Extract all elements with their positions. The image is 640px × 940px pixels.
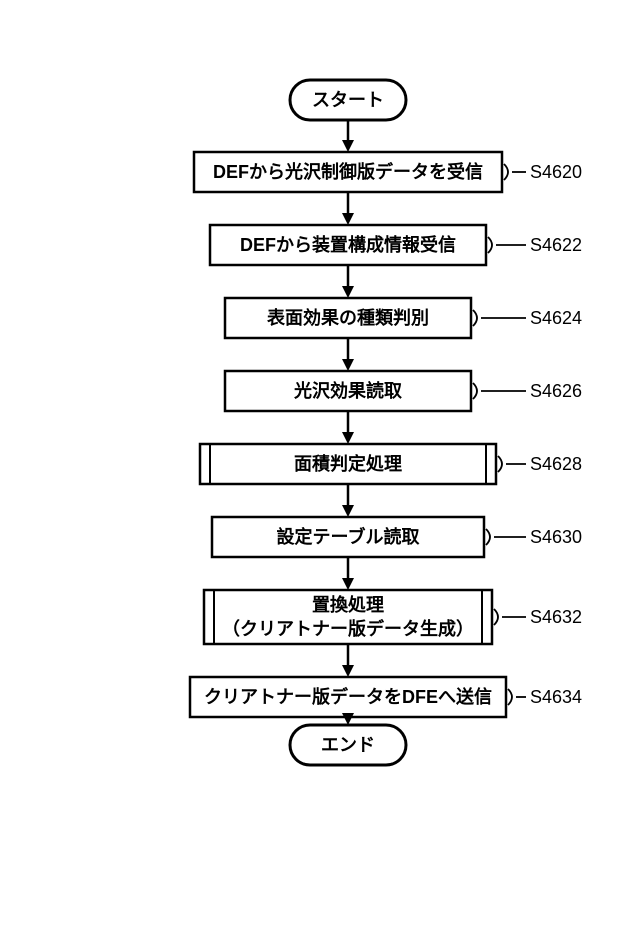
svg-text:表面効果の種類判別: 表面効果の種類判別	[267, 307, 429, 328]
svg-text:置換処理: 置換処理	[312, 594, 384, 615]
svg-text:S4624: S4624	[530, 308, 582, 328]
svg-text:S4626: S4626	[530, 381, 582, 401]
svg-text:DEFから装置構成情報受信: DEFから装置構成情報受信	[240, 234, 456, 255]
svg-text:（クリアトナー版データ生成）: （クリアトナー版データ生成）	[222, 618, 474, 639]
svg-text:S4628: S4628	[530, 454, 582, 474]
svg-text:光沢効果読取: 光沢効果読取	[293, 380, 403, 401]
svg-text:DEFから光沢制御版データを受信: DEFから光沢制御版データを受信	[213, 161, 483, 182]
svg-text:スタート: スタート	[312, 90, 384, 110]
svg-text:面積判定処理: 面積判定処理	[294, 453, 402, 474]
svg-text:S4632: S4632	[530, 607, 582, 627]
svg-text:S4634: S4634	[530, 687, 582, 707]
svg-text:エンド: エンド	[321, 735, 375, 755]
svg-text:S4630: S4630	[530, 527, 582, 547]
svg-text:S4622: S4622	[530, 235, 582, 255]
svg-text:設定テーブル読取: 設定テーブル読取	[277, 526, 421, 547]
svg-text:S4620: S4620	[530, 162, 582, 182]
svg-text:クリアトナー版データをDFEへ送信: クリアトナー版データをDFEへ送信	[204, 686, 492, 707]
